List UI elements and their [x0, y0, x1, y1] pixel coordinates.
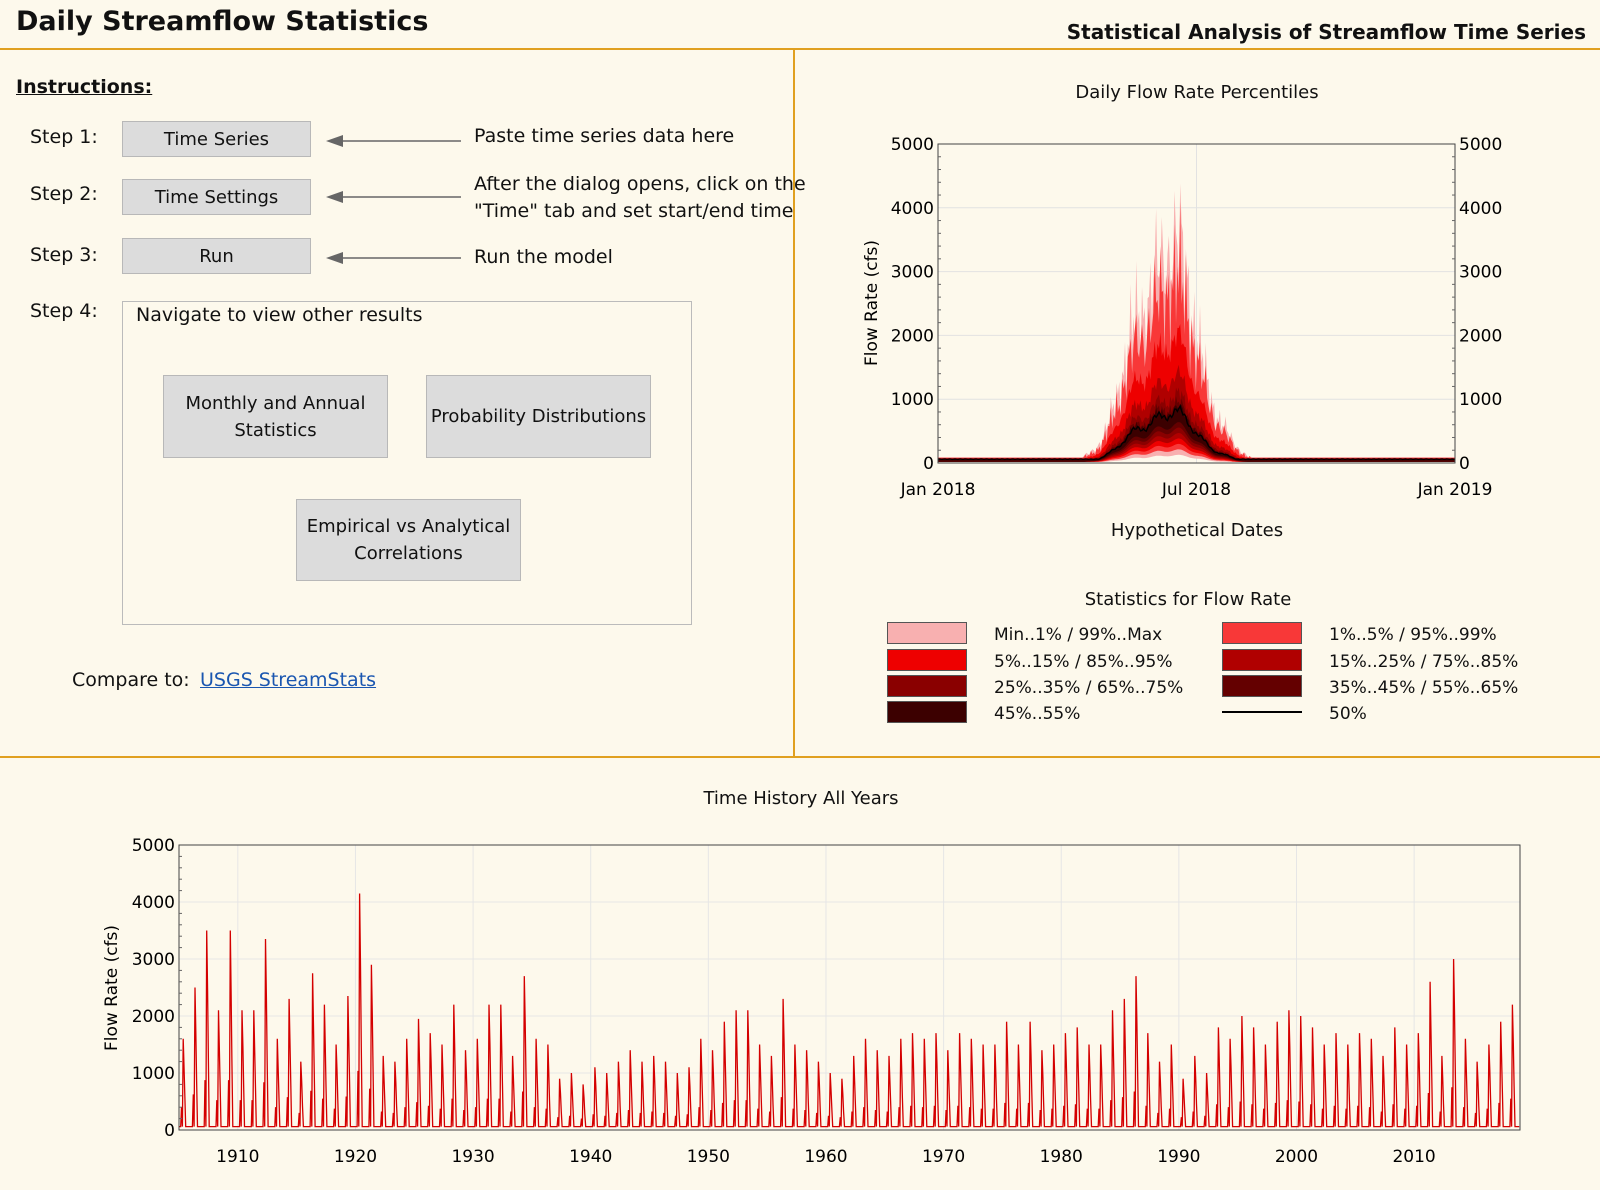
legend-label: Min..1% / 99%..Max	[994, 625, 1163, 645]
y-tick-label: 1000	[891, 390, 934, 410]
usgs-streamstats-link[interactable]: USGS StreamStats	[200, 669, 377, 691]
legend-swatch	[887, 701, 967, 723]
x-tick-label: 1930	[451, 1147, 494, 1167]
button-label-line: Empirical vs Analytical	[306, 516, 511, 537]
legend-swatch	[887, 675, 967, 697]
y-tick-label-right: 0	[1459, 454, 1470, 474]
y-tick-label: 4000	[132, 893, 175, 913]
run-button[interactable]: Run	[122, 238, 311, 274]
x-tick-label: 1960	[804, 1147, 847, 1167]
x-tick-label: 1940	[569, 1147, 612, 1167]
legend-swatch	[1222, 675, 1302, 697]
y-tick-label-right: 5000	[1459, 135, 1502, 155]
y-tick-label-right: 2000	[1459, 326, 1502, 346]
navigation-title: Navigate to view other results	[136, 304, 423, 326]
legend-label: 25%..35% / 65%..75%	[994, 678, 1184, 698]
monthly-annual-statistics-button[interactable]: Monthly and Annual Statistics	[163, 375, 388, 458]
history-y-axis-label: Flow Rate (cfs)	[102, 925, 122, 1051]
step-2-description: After the dialog opens, click on the "Ti…	[474, 173, 806, 222]
y-tick-label: 3000	[132, 950, 175, 970]
y-tick-label: 2000	[132, 1007, 175, 1027]
legend-label: 50%	[1329, 704, 1367, 724]
y-tick-label: 5000	[891, 135, 934, 155]
y-tick-label: 0	[923, 454, 934, 474]
x-tick-label: 1990	[1157, 1147, 1200, 1167]
x-tick-label: 2000	[1275, 1147, 1318, 1167]
x-tick-label: 2010	[1392, 1147, 1435, 1167]
percentile-band	[938, 387, 1455, 462]
probability-distributions-button[interactable]: Probability Distributions	[426, 375, 651, 458]
x-tick-label: 1910	[216, 1147, 259, 1167]
header-bar	[0, 0, 1600, 50]
y-tick-label: 1000	[132, 1064, 175, 1084]
x-tick-label: 1970	[922, 1147, 965, 1167]
button-label-line: Probability Distributions	[430, 406, 647, 427]
x-tick-label: Jan 2019	[1417, 480, 1493, 500]
x-tick-label: Jan 2018	[900, 480, 976, 500]
legend-swatch	[887, 622, 967, 644]
step-1-arrow	[326, 135, 461, 147]
button-label-line: Statistics	[234, 419, 317, 441]
y-tick-label: 4000	[891, 199, 934, 219]
horizontal-divider	[0, 756, 1600, 758]
y-tick-label-right: 3000	[1459, 263, 1502, 283]
legend-label: 15%..25% / 75%..85%	[1329, 652, 1519, 672]
app-subtitle: Statistical Analysis of Streamflow Time …	[1066, 20, 1586, 44]
y-tick-label: 2000	[891, 326, 934, 346]
percentile-band	[938, 364, 1455, 462]
x-tick-label: 1950	[687, 1147, 730, 1167]
app-title: Daily Streamflow Statistics	[16, 6, 429, 37]
legend-title: Statistics for Flow Rate	[1084, 589, 1292, 610]
percentile-y-axis-label: Flow Rate (cfs)	[862, 240, 882, 366]
legend-label: 35%..45% / 55%..65%	[1329, 678, 1519, 698]
percentile-x-axis-label: Hypothetical Dates	[1110, 520, 1284, 541]
legend-swatch	[1222, 649, 1302, 671]
step-3-arrow	[326, 252, 461, 264]
legend-label: 1%..5% / 95%..99%	[1329, 625, 1497, 645]
legend-label: 45%..55%	[994, 704, 1081, 724]
time-settings-button[interactable]: Time Settings	[122, 179, 311, 215]
empirical-vs-analytical-button[interactable]: Empirical vs Analytical Correlations	[296, 499, 521, 581]
x-tick-label: 1980	[1040, 1147, 1083, 1167]
step-2-arrow	[326, 191, 461, 203]
percentile-chart: 0 0 1000 1000 2000 2000 3000 3000 4000 4000 5000 50…	[862, 135, 1502, 500]
history-chart: 0 1000 2000 3000 4000 5000 1910 1920 1930 1940 19…	[102, 836, 1521, 1167]
legend-swatch	[1222, 622, 1302, 644]
navigation-box	[122, 301, 692, 625]
instructions-heading: Instructions:	[16, 76, 153, 98]
vertical-divider	[793, 50, 795, 757]
legend-label: 5%..15% / 85%..95%	[994, 652, 1173, 672]
step-2-label: Step 2:	[30, 183, 98, 205]
median-line	[937, 404, 1456, 461]
y-tick-label: 5000	[132, 836, 175, 856]
percentile-chart-title: Daily Flow Rate Percentiles	[1075, 82, 1319, 103]
button-label-line: Monthly and Annual	[185, 392, 366, 414]
step-4-label: Step 4:	[30, 300, 98, 322]
x-tick-label: Jul 2018	[1161, 480, 1231, 500]
x-tick-label: 1920	[334, 1147, 377, 1167]
history-chart-title: Time History All Years	[703, 788, 899, 809]
step-3-description: Run the model	[474, 246, 613, 268]
step-1-label: Step 1:	[30, 126, 98, 148]
y-tick-label: 3000	[891, 263, 934, 283]
y-tick-label: 0	[164, 1121, 175, 1141]
y-tick-label-right: 1000	[1459, 390, 1502, 410]
legend-median-line	[1222, 711, 1302, 713]
legend-swatch	[887, 649, 967, 671]
step-3-label: Step 3:	[30, 244, 98, 266]
step-1-description: Paste time series data here	[474, 125, 735, 147]
y-tick-label-right: 4000	[1459, 199, 1502, 219]
time-series-button[interactable]: Time Series	[122, 121, 311, 157]
button-label-line: Correlations	[354, 543, 463, 564]
flow-history-line	[179, 893, 1520, 1128]
compare-label: Compare to:	[72, 669, 190, 691]
